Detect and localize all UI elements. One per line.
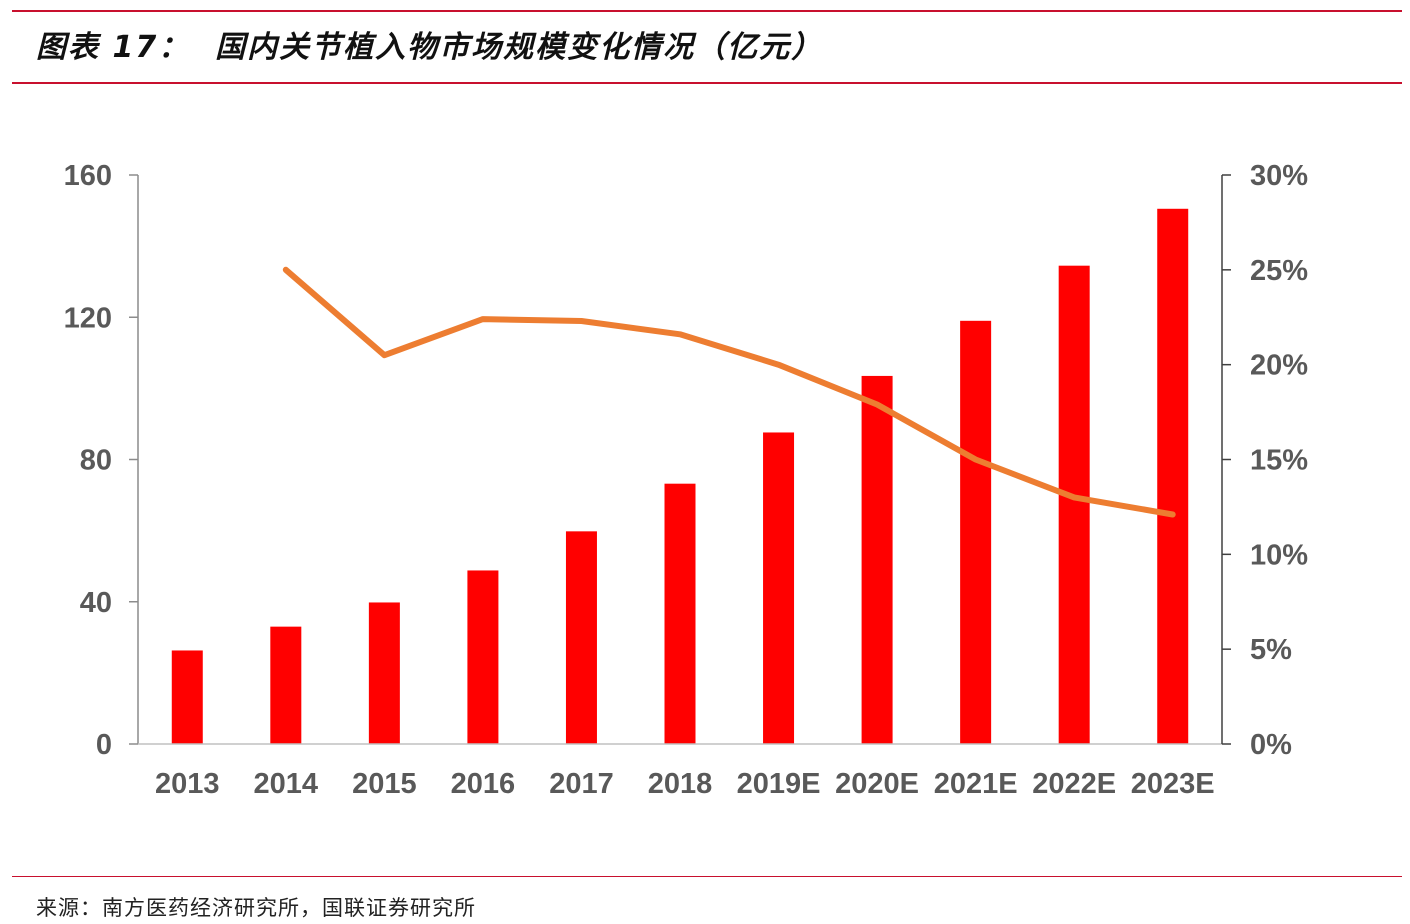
growth-line [282, 266, 1176, 518]
bar-2013 [171, 650, 203, 744]
x-tick-label: 2017 [549, 768, 614, 800]
bar-series [171, 208, 1189, 745]
bar-2020E [861, 375, 893, 744]
bar-2021E [960, 320, 992, 744]
chart: 0 40 80 120 160 0% 5% 10% 15% 20% 25% 30% 2013 2014 20… [64, 160, 1309, 800]
bar-2015 [368, 602, 400, 744]
x-tick-label: 2021E [934, 768, 1018, 800]
source-rule [12, 876, 1402, 877]
title-rule [12, 82, 1402, 84]
x-tick-label: 2022E [1032, 768, 1116, 800]
bar-2017 [565, 531, 597, 744]
y-right-tick-label: 0% [1250, 729, 1292, 761]
y-right-tick-label: 20% [1250, 350, 1308, 382]
bar-2014 [270, 626, 302, 744]
y-left-tick-label: 40 [80, 587, 112, 619]
bar-2016 [467, 570, 499, 744]
y-right-tick-label: 10% [1250, 539, 1308, 571]
axes [129, 174, 1231, 745]
y-left-tick-label: 80 [80, 445, 112, 477]
y-left-tick-label: 160 [64, 160, 112, 192]
x-tick-label: 2018 [648, 768, 713, 800]
source-note: 来源：南方医药经济研究所，国联证券研究所 [36, 896, 476, 920]
bar-2019E [763, 432, 795, 744]
growth-line-series [282, 266, 1176, 518]
x-tick-label: 2016 [451, 768, 516, 800]
y-right-tick-label: 15% [1250, 445, 1308, 477]
bar-2023E [1157, 208, 1189, 745]
bar-2022E [1058, 265, 1090, 744]
x-tick-label: 2020E [835, 768, 919, 800]
y-right-tick-label: 5% [1250, 634, 1292, 666]
x-tick-label: 2014 [254, 768, 319, 800]
x-tick-label: 2019E [737, 768, 821, 800]
bar-2018 [664, 483, 696, 744]
x-tick-label: 2015 [352, 768, 417, 800]
x-tick-label: 2023E [1131, 768, 1215, 800]
chart-title: 图表 17： 国内关节植入物市场规模变化情况（亿元） [36, 30, 824, 65]
y-right-tick-label: 30% [1250, 160, 1308, 192]
top-rule [12, 10, 1402, 12]
y-left-tick-label: 0 [96, 729, 112, 761]
tick-labels: 0 40 80 120 160 0% 5% 10% 15% 20% 25% 30% 2013 2014 20… [64, 160, 1309, 800]
y-right-tick-label: 25% [1250, 255, 1308, 287]
y-left-tick-label: 120 [64, 302, 112, 334]
x-tick-label: 2013 [155, 768, 220, 800]
